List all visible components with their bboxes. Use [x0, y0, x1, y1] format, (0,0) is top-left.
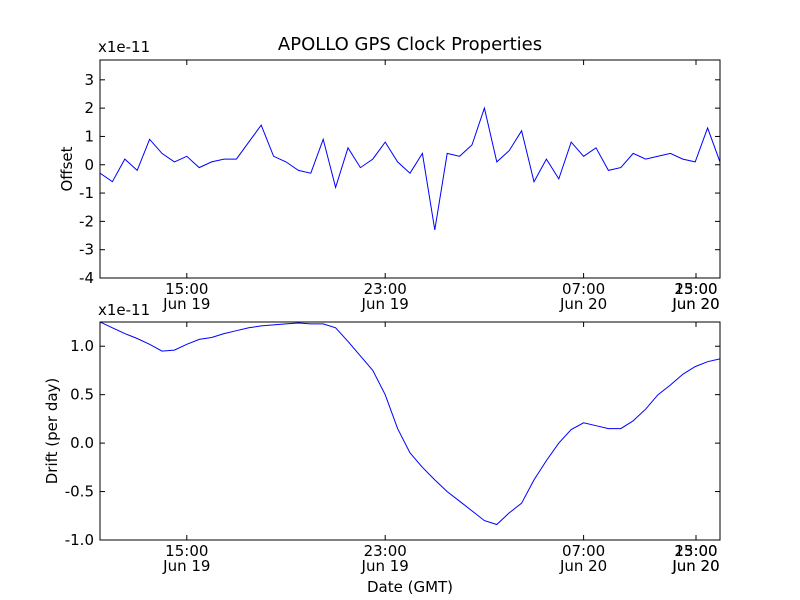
x-tick-time-label: 07:00 [562, 280, 605, 298]
x-tick-time-label: 15:00 [674, 280, 717, 298]
drift-y-axis-label: Drift (per day) [43, 378, 61, 485]
y-tick-label: 2 [84, 99, 94, 117]
x-tick-date-label: Jun 20 [671, 295, 719, 313]
y-tick-label: 0 [84, 156, 94, 174]
drift-axes-frame [99, 321, 721, 541]
y-tick-label: 3 [84, 71, 94, 89]
x-tick-time-label: 23:00 [364, 280, 407, 298]
x-tick-time-label: 15:00 [165, 280, 208, 298]
x-tick-time-label: 15:00 [674, 542, 717, 560]
x-tick-date-label: Jun 20 [559, 557, 607, 575]
y-tick-label: -1 [79, 184, 94, 202]
x-tick-time-label: 07:00 [562, 542, 605, 560]
y-tick-label: -2 [79, 212, 94, 230]
x-tick-date-label: Jun 20 [671, 557, 719, 575]
x-tick-time-label: 23:00 [364, 542, 407, 560]
x-tick-date-label: Jun 19 [361, 557, 409, 575]
y-tick-label: 1.0 [70, 337, 94, 355]
offset-y-scale-label: x1e-11 [98, 38, 150, 56]
x-tick-date-label: Jun 19 [162, 557, 210, 575]
x-tick-date-label: Jun 19 [361, 295, 409, 313]
x-tick-time-label: 23:00 [674, 542, 717, 560]
chart-title: APOLLO GPS Clock Properties [278, 34, 542, 55]
offset-axes-frame [99, 59, 721, 279]
x-tick-date-label: Jun 19 [162, 295, 210, 313]
offset-series-line [100, 106, 720, 230]
y-tick-label: 1 [84, 127, 94, 145]
y-tick-label: -1.0 [65, 531, 94, 549]
x-tick-time-label: 15:00 [165, 542, 208, 560]
offset-y-ticks: -4 -3 -2 -1 0 1 2 3 [79, 71, 720, 287]
y-tick-label: -3 [79, 241, 94, 259]
x-tick-date-label: Jun 20 [559, 295, 607, 313]
x-tick-time-label: 23:00 [674, 280, 717, 298]
y-tick-label: 0.0 [70, 434, 94, 452]
drift-y-ticks: -1.0 -0.5 0.0 0.5 1.0 [65, 337, 720, 549]
drift-y-scale-label: x1e-11 [98, 301, 150, 319]
y-tick-label: 0.5 [70, 386, 94, 404]
drift-x-axis-label: Date (GMT) [367, 578, 453, 596]
x-tick-date-label: Jun 20 [671, 557, 719, 575]
drift-series-line [100, 322, 720, 526]
offset-y-axis-label: Offset [58, 146, 76, 191]
x-tick-date-label: Jun 20 [671, 295, 719, 313]
y-tick-label: -0.5 [65, 483, 94, 501]
y-tick-label: -4 [79, 269, 94, 287]
